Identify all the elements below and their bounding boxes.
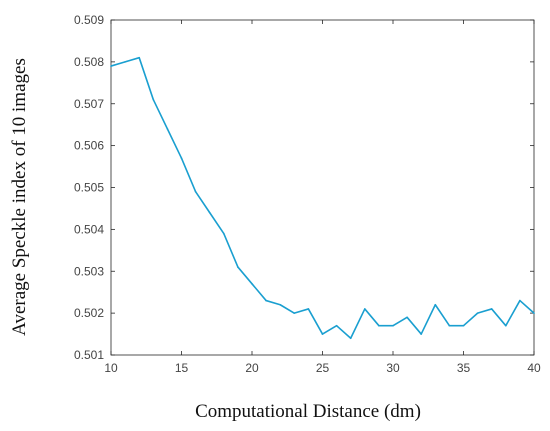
data-point	[124, 61, 126, 63]
data-point	[293, 312, 296, 314]
data-point	[152, 98, 155, 101]
data-point	[490, 308, 493, 310]
y-tick-label: 0.507	[74, 97, 104, 111]
data-point	[519, 299, 521, 302]
data-point	[223, 232, 225, 235]
y-tick-label: 0.508	[74, 55, 104, 69]
axis-ticks: 10 15 20 25 30 35 40 0.501 0.502 0.503 0.504 0.505 0…	[74, 13, 541, 375]
y-tick-label: 0.503	[74, 264, 104, 278]
x-tick-label: 30	[386, 361, 400, 375]
y-tick-label: 0.505	[74, 181, 104, 195]
data-point	[110, 65, 112, 67]
data-point	[392, 324, 394, 327]
data-point	[180, 157, 183, 159]
series-line-group	[110, 56, 535, 340]
y-tick-label: 0.502	[74, 306, 104, 320]
y-tick-label: 0.504	[74, 222, 104, 236]
plot-frame	[110, 19, 535, 356]
data-point	[505, 324, 507, 327]
data-point	[208, 211, 211, 214]
data-point	[307, 308, 310, 310]
data-point	[476, 312, 479, 314]
data-point	[406, 316, 408, 319]
data-point	[251, 283, 253, 285]
data-point	[462, 324, 465, 327]
y-tick-label: 0.509	[74, 13, 104, 27]
data-point	[533, 312, 535, 314]
x-tick-label: 35	[457, 361, 471, 375]
data-point	[237, 266, 239, 268]
data-point	[335, 324, 338, 327]
data-point	[194, 190, 197, 193]
data-point	[321, 333, 324, 335]
y-tick-label: 0.501	[74, 348, 104, 362]
data-point	[378, 324, 380, 327]
x-tick-label: 10	[104, 361, 118, 375]
data-point	[420, 333, 423, 335]
data-point	[364, 308, 366, 310]
x-tick-label: 40	[527, 361, 541, 375]
y-axis-label: Average Speckle index of 10 images	[9, 58, 30, 336]
x-axis-label: Computational Distance (dm)	[195, 401, 421, 422]
y-tick-label: 0.506	[74, 139, 104, 153]
data-point	[138, 56, 140, 59]
x-tick-label: 15	[175, 361, 189, 375]
x-tick-label: 25	[316, 361, 330, 375]
data-point	[265, 299, 267, 302]
data-point	[279, 303, 282, 306]
data-point	[434, 303, 437, 306]
x-tick-label: 20	[245, 361, 259, 375]
data-point	[166, 128, 169, 130]
data-point	[349, 337, 352, 340]
data-point	[448, 324, 451, 327]
plot-area-border	[110, 19, 535, 356]
